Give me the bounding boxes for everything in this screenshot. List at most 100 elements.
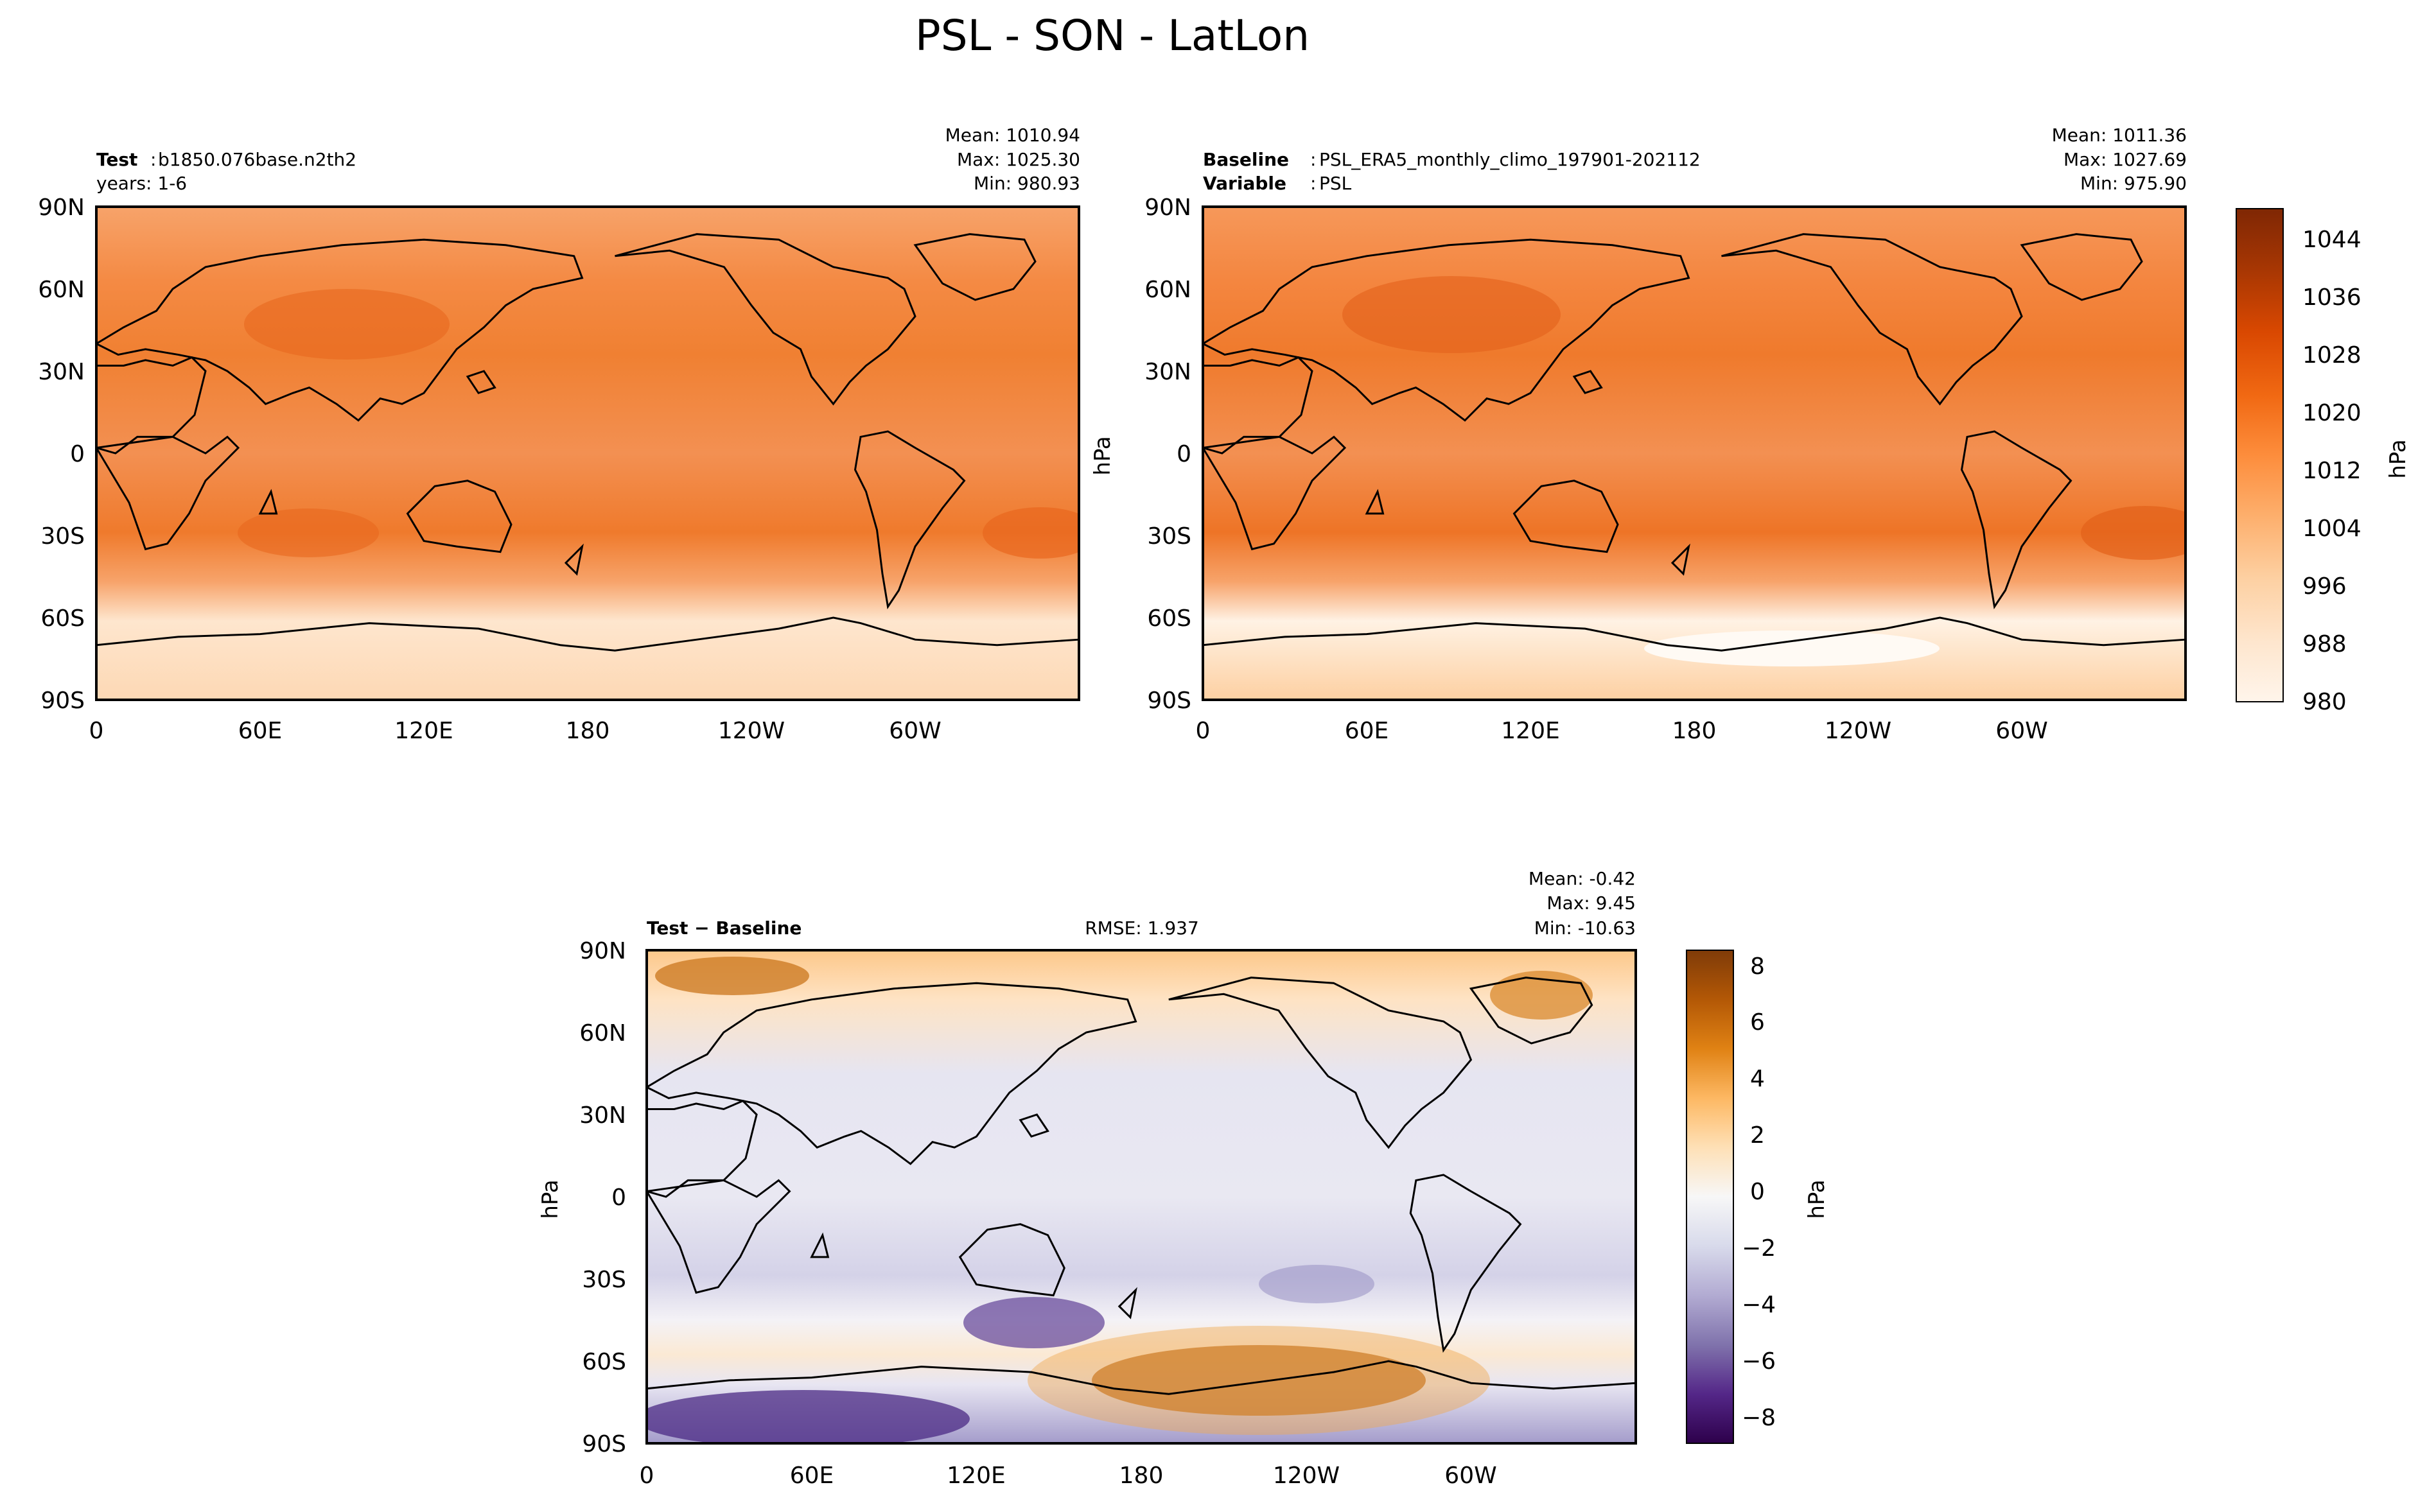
colorbar-top: 1044 1036 1028 1020 1012 1004 996 988 98… bbox=[2236, 208, 2411, 715]
cb-tick: 980 bbox=[2302, 689, 2347, 715]
baseline-label: Baseline bbox=[1203, 149, 1289, 170]
cb-tick: −4 bbox=[1742, 1292, 1776, 1318]
test-high-indian bbox=[238, 508, 379, 557]
colorbar-diff-bar bbox=[1686, 950, 1734, 1444]
y-tick: 90S bbox=[40, 688, 85, 714]
test-x-ticks: 0 60E 120E 180 120W 60W bbox=[89, 718, 942, 744]
test-panel: Test : b1850.076base.n2th2 years: 1-6 Me… bbox=[38, 125, 1080, 744]
test-case-name: b1850.076base.n2th2 bbox=[158, 149, 356, 170]
cb-tick: 996 bbox=[2302, 573, 2347, 600]
diff-min: Min: -10.63 bbox=[1534, 917, 1636, 939]
x-tick: 60E bbox=[238, 718, 283, 744]
cb-tick: 1004 bbox=[2302, 516, 2361, 542]
x-tick: 60W bbox=[1444, 1463, 1496, 1489]
colorbar-top-bar bbox=[2236, 208, 2284, 702]
diff-arctic-positive bbox=[655, 957, 809, 995]
y-tick: 60N bbox=[1144, 277, 1191, 303]
test-max: Max: 1025.30 bbox=[957, 149, 1080, 170]
y-tick: 60N bbox=[579, 1020, 626, 1047]
colorbar-top-ticks: 1044 1036 1028 1020 1012 1004 996 988 98… bbox=[2302, 227, 2361, 715]
cb-tick: 0 bbox=[1750, 1179, 1765, 1205]
x-tick: 60W bbox=[1995, 718, 2047, 744]
figure-title: PSL - SON - LatLon bbox=[915, 11, 1310, 60]
diff-axes-frame bbox=[645, 949, 1637, 1445]
baseline-field bbox=[1203, 207, 2186, 700]
y-tick: 90S bbox=[582, 1431, 626, 1457]
test-years: years: 1-6 bbox=[96, 173, 187, 194]
baseline-x-ticks: 0 60E 120E 180 120W 60W bbox=[1196, 718, 2048, 744]
test-label: Test bbox=[96, 149, 137, 170]
x-tick: 60E bbox=[1345, 718, 1389, 744]
y-tick: 30N bbox=[579, 1102, 626, 1129]
diff-rmse: RMSE: 1.937 bbox=[1085, 917, 1199, 939]
variable-value: PSL bbox=[1319, 173, 1352, 194]
y-tick: 60N bbox=[38, 277, 85, 303]
baseline-ylabel: hPa bbox=[1090, 436, 1116, 475]
y-tick: 90N bbox=[579, 938, 626, 964]
baseline-high-asia bbox=[1342, 276, 1561, 353]
test-field bbox=[96, 207, 1079, 700]
test-min: Min: 980.93 bbox=[974, 173, 1080, 194]
baseline-panel: Baseline : PSL_ERA5_monthly_climo_197901… bbox=[1090, 125, 2187, 744]
y-tick: 90N bbox=[38, 195, 85, 221]
diff-south-of-australia-negative bbox=[963, 1297, 1105, 1348]
diff-x-ticks: 0 60E 120E 180 120W 60W bbox=[640, 1463, 1497, 1489]
x-tick: 120E bbox=[1501, 718, 1559, 744]
y-tick: 30N bbox=[38, 359, 85, 385]
x-tick: 60E bbox=[790, 1463, 834, 1489]
diff-mean: Mean: -0.42 bbox=[1529, 868, 1636, 889]
diff-y-ticks: 90N 60N 30N 0 30S 60S 90S bbox=[579, 938, 626, 1457]
test-mean: Mean: 1010.94 bbox=[945, 125, 1080, 146]
test-high-atlantic bbox=[983, 507, 1079, 559]
test-axes-frame bbox=[95, 205, 1080, 701]
test-label-sep: : bbox=[150, 149, 156, 170]
diff-greenland-positive bbox=[1490, 971, 1593, 1020]
x-tick: 180 bbox=[566, 718, 610, 744]
diff-southern-ocean-positive bbox=[1092, 1345, 1426, 1416]
cb-tick: 4 bbox=[1750, 1066, 1765, 1092]
cb-tick: −8 bbox=[1742, 1405, 1776, 1431]
y-tick: 60S bbox=[582, 1349, 626, 1375]
x-tick: 120E bbox=[947, 1463, 1005, 1489]
y-tick: 0 bbox=[1177, 441, 1191, 467]
x-tick: 60W bbox=[889, 718, 941, 744]
y-tick: 0 bbox=[70, 441, 85, 467]
variable-label: Variable bbox=[1203, 173, 1286, 194]
y-tick: 60S bbox=[40, 605, 85, 632]
test-high-asia bbox=[244, 289, 450, 360]
diff-max: Max: 9.45 bbox=[1546, 892, 1636, 914]
x-tick: 120W bbox=[718, 718, 785, 744]
cb-tick: 8 bbox=[1750, 953, 1765, 980]
cb-tick: 1044 bbox=[2302, 227, 2361, 253]
y-tick: 30N bbox=[1144, 359, 1191, 385]
diff-southern-ocean-halo bbox=[1028, 1326, 1490, 1435]
baseline-max: Max: 1027.69 bbox=[2063, 149, 2187, 170]
diff-ylabel: hPa bbox=[538, 1179, 563, 1219]
baseline-y-ticks: 90N 60N 30N 0 30S 60S 90S bbox=[1144, 195, 1191, 714]
test-y-ticks: 90N 60N 30N 0 30S 60S 90S bbox=[38, 195, 85, 714]
y-tick: 60S bbox=[1147, 605, 1191, 632]
cb-tick: 1012 bbox=[2302, 458, 2361, 484]
diff-panel: Test − Baseline RMSE: 1.937 Mean: -0.42 … bbox=[538, 868, 1637, 1489]
diff-pacific-negative bbox=[1259, 1265, 1374, 1303]
baseline-label-sep: : bbox=[1310, 149, 1316, 170]
cb-tick: 2 bbox=[1750, 1122, 1765, 1149]
y-tick: 90S bbox=[1147, 688, 1191, 714]
diff-label: Test − Baseline bbox=[647, 917, 802, 939]
x-tick: 180 bbox=[1119, 1463, 1164, 1489]
y-tick: 90N bbox=[1144, 195, 1191, 221]
y-tick: 30S bbox=[40, 523, 85, 550]
colorbar-diff-ticks: 8 6 4 2 0 −2 −4 −6 −8 bbox=[1742, 953, 1776, 1431]
baseline-antarctic-low bbox=[1644, 630, 1940, 666]
x-tick: 120E bbox=[394, 718, 453, 744]
x-tick: 0 bbox=[89, 718, 104, 744]
cb-tick: 6 bbox=[1750, 1009, 1765, 1036]
cb-tick: −2 bbox=[1742, 1235, 1776, 1262]
x-tick: 0 bbox=[1196, 718, 1211, 744]
baseline-axes-frame bbox=[1202, 205, 2187, 701]
colorbar-top-label: hPa bbox=[2385, 439, 2411, 478]
x-tick: 180 bbox=[1672, 718, 1717, 744]
baseline-mean: Mean: 1011.36 bbox=[2052, 125, 2187, 146]
x-tick: 120W bbox=[1273, 1463, 1340, 1489]
